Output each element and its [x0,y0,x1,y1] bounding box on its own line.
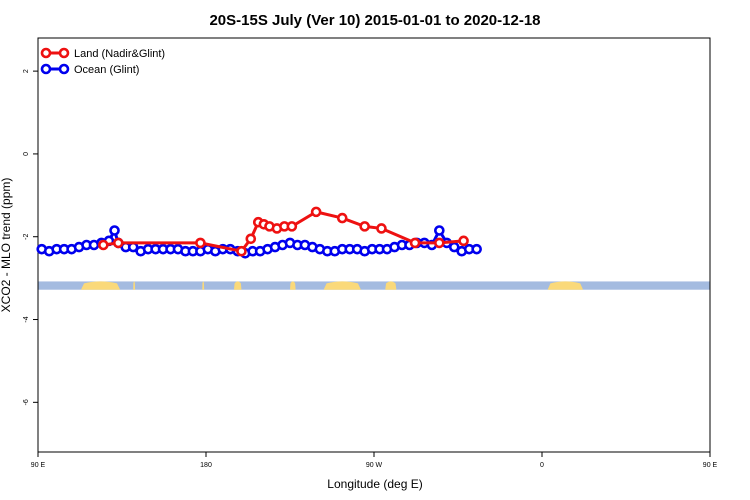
y-tick-label: 0 [23,152,30,156]
ocean-strip [38,281,710,290]
series-layer [36,206,482,259]
legend: Land (Nadir&Glint) Ocean (Glint) [40,47,165,76]
x-tick-label: 0 [540,462,544,469]
data-point-ocean-glint [109,225,120,236]
land-strip-segment [234,281,242,290]
axes: 90 E 180 90 W 0 90 E 2 0 -2 -4 -6 [23,37,718,469]
legend-marker [58,47,70,59]
data-point-land-nadir-glint [376,223,387,234]
data-point-land-nadir-glint [286,221,298,232]
data-point-land-nadir-glint [409,237,421,249]
y-axis-label: XCO2 - MLO trend (ppm) [0,178,13,313]
land-strip-segment [547,281,584,290]
data-point-land-nadir-glint [458,235,469,247]
land-strip-segment [385,281,397,290]
chart-title: 20S-15S July (Ver 10) 2015-01-01 to 2020… [209,12,540,29]
x-tick-label: 90 E [31,462,46,469]
x-tick-label: 180 [200,462,212,469]
y-tick-label: -4 [23,316,30,322]
surface-strip [38,281,710,290]
data-point-land-nadir-glint [434,237,445,249]
data-point-land-nadir-glint [98,239,109,251]
land-strip-segment [80,281,121,290]
legend-marker [40,47,52,59]
x-axis-label: Longitude (deg E) [327,477,422,491]
land-strip-segment [202,281,205,290]
legend-label: Ocean (Glint) [74,64,139,76]
data-point-land-nadir-glint [112,237,124,249]
data-point-land-nadir-glint [236,245,247,257]
data-point-land-nadir-glint [195,237,206,249]
data-point-land-nadir-glint [359,221,370,232]
y-tick-label: -6 [23,399,30,405]
legend-label: Land (Nadir&Glint) [74,48,165,60]
data-point-land-nadir-glint [245,233,257,245]
land-strip-segment [290,281,296,290]
legend-marker [58,63,70,75]
legend-marker [40,63,52,75]
data-point-land-nadir-glint [310,206,322,218]
data-point-ocean-glint [434,225,445,236]
data-point-ocean-glint [471,243,482,255]
y-tick-label: 2 [23,69,30,73]
x-tick-label: 90 E [703,462,718,469]
y-tick-label: -2 [23,234,30,240]
land-strip-segment [323,281,361,290]
data-point-land-nadir-glint [336,212,348,224]
x-tick-label: 90 W [366,462,383,469]
land-strip-segment [133,281,136,290]
